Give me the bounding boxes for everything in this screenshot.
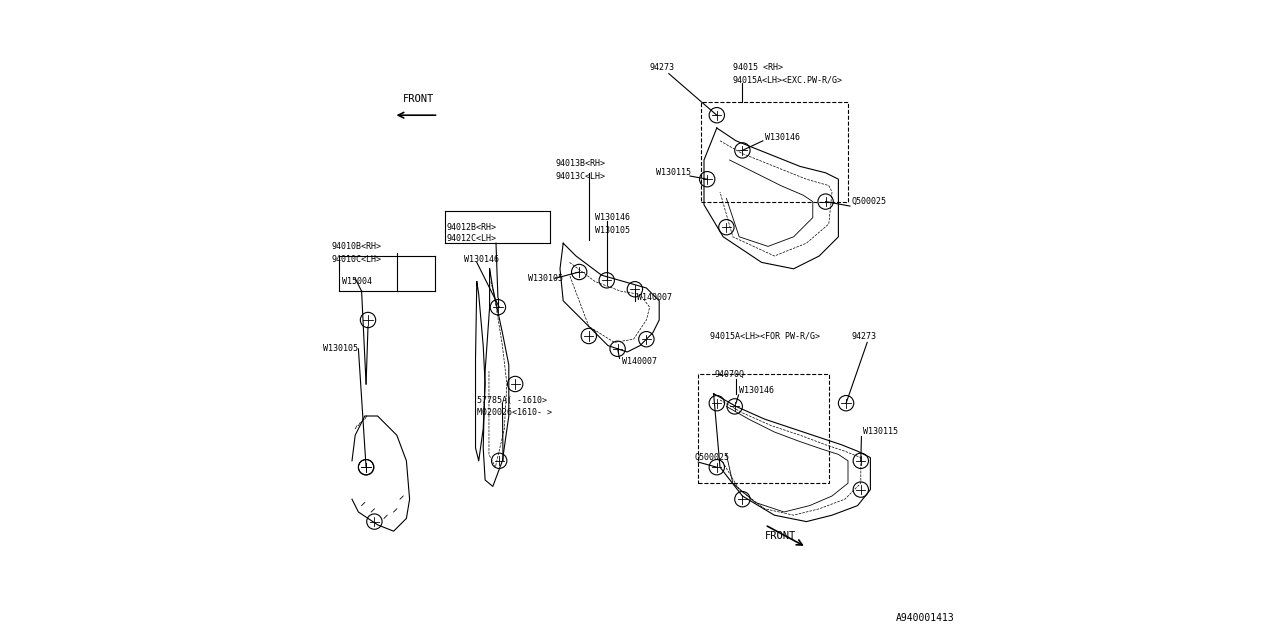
Text: W130105: W130105 — [529, 274, 563, 283]
Text: W130115: W130115 — [657, 168, 691, 177]
Text: W15004: W15004 — [343, 277, 372, 286]
Text: W130146: W130146 — [595, 213, 630, 222]
Text: W130105: W130105 — [323, 344, 358, 353]
Text: M020026<1610- >: M020026<1610- > — [477, 408, 552, 417]
Text: W140007: W140007 — [637, 293, 672, 302]
Text: W140007: W140007 — [622, 357, 657, 366]
Text: Q500025: Q500025 — [851, 197, 886, 206]
Bar — [698, 374, 829, 483]
Text: 94273: 94273 — [851, 332, 877, 340]
Text: W130146: W130146 — [465, 255, 499, 264]
Bar — [701, 102, 849, 202]
Text: 94015 <RH>: 94015 <RH> — [732, 63, 783, 72]
Text: 94013C<LH>: 94013C<LH> — [556, 172, 605, 180]
Text: 94012B<RH>: 94012B<RH> — [447, 223, 497, 232]
Text: 94012C<LH>: 94012C<LH> — [447, 234, 497, 243]
Text: 94015A<LH><EXC.PW-R/G>: 94015A<LH><EXC.PW-R/G> — [732, 76, 842, 84]
Text: A940001413: A940001413 — [896, 612, 955, 623]
Text: 94070Q: 94070Q — [714, 370, 744, 379]
Text: FRONT: FRONT — [403, 94, 434, 104]
Text: FRONT: FRONT — [765, 531, 796, 541]
Text: 94010C<LH>: 94010C<LH> — [332, 255, 381, 264]
Text: W130146: W130146 — [765, 133, 800, 142]
Text: 94010B<RH>: 94010B<RH> — [332, 242, 381, 251]
Text: 57785A( -1610>: 57785A( -1610> — [477, 396, 547, 404]
Text: 94013B<RH>: 94013B<RH> — [556, 159, 605, 168]
Text: 94273: 94273 — [650, 63, 675, 72]
Text: W130146: W130146 — [740, 386, 774, 395]
Text: W130115: W130115 — [863, 428, 897, 436]
Text: Q500025: Q500025 — [694, 453, 730, 462]
Text: W130105: W130105 — [595, 226, 630, 235]
Text: 94015A<LH><FOR PW-R/G>: 94015A<LH><FOR PW-R/G> — [710, 332, 820, 340]
